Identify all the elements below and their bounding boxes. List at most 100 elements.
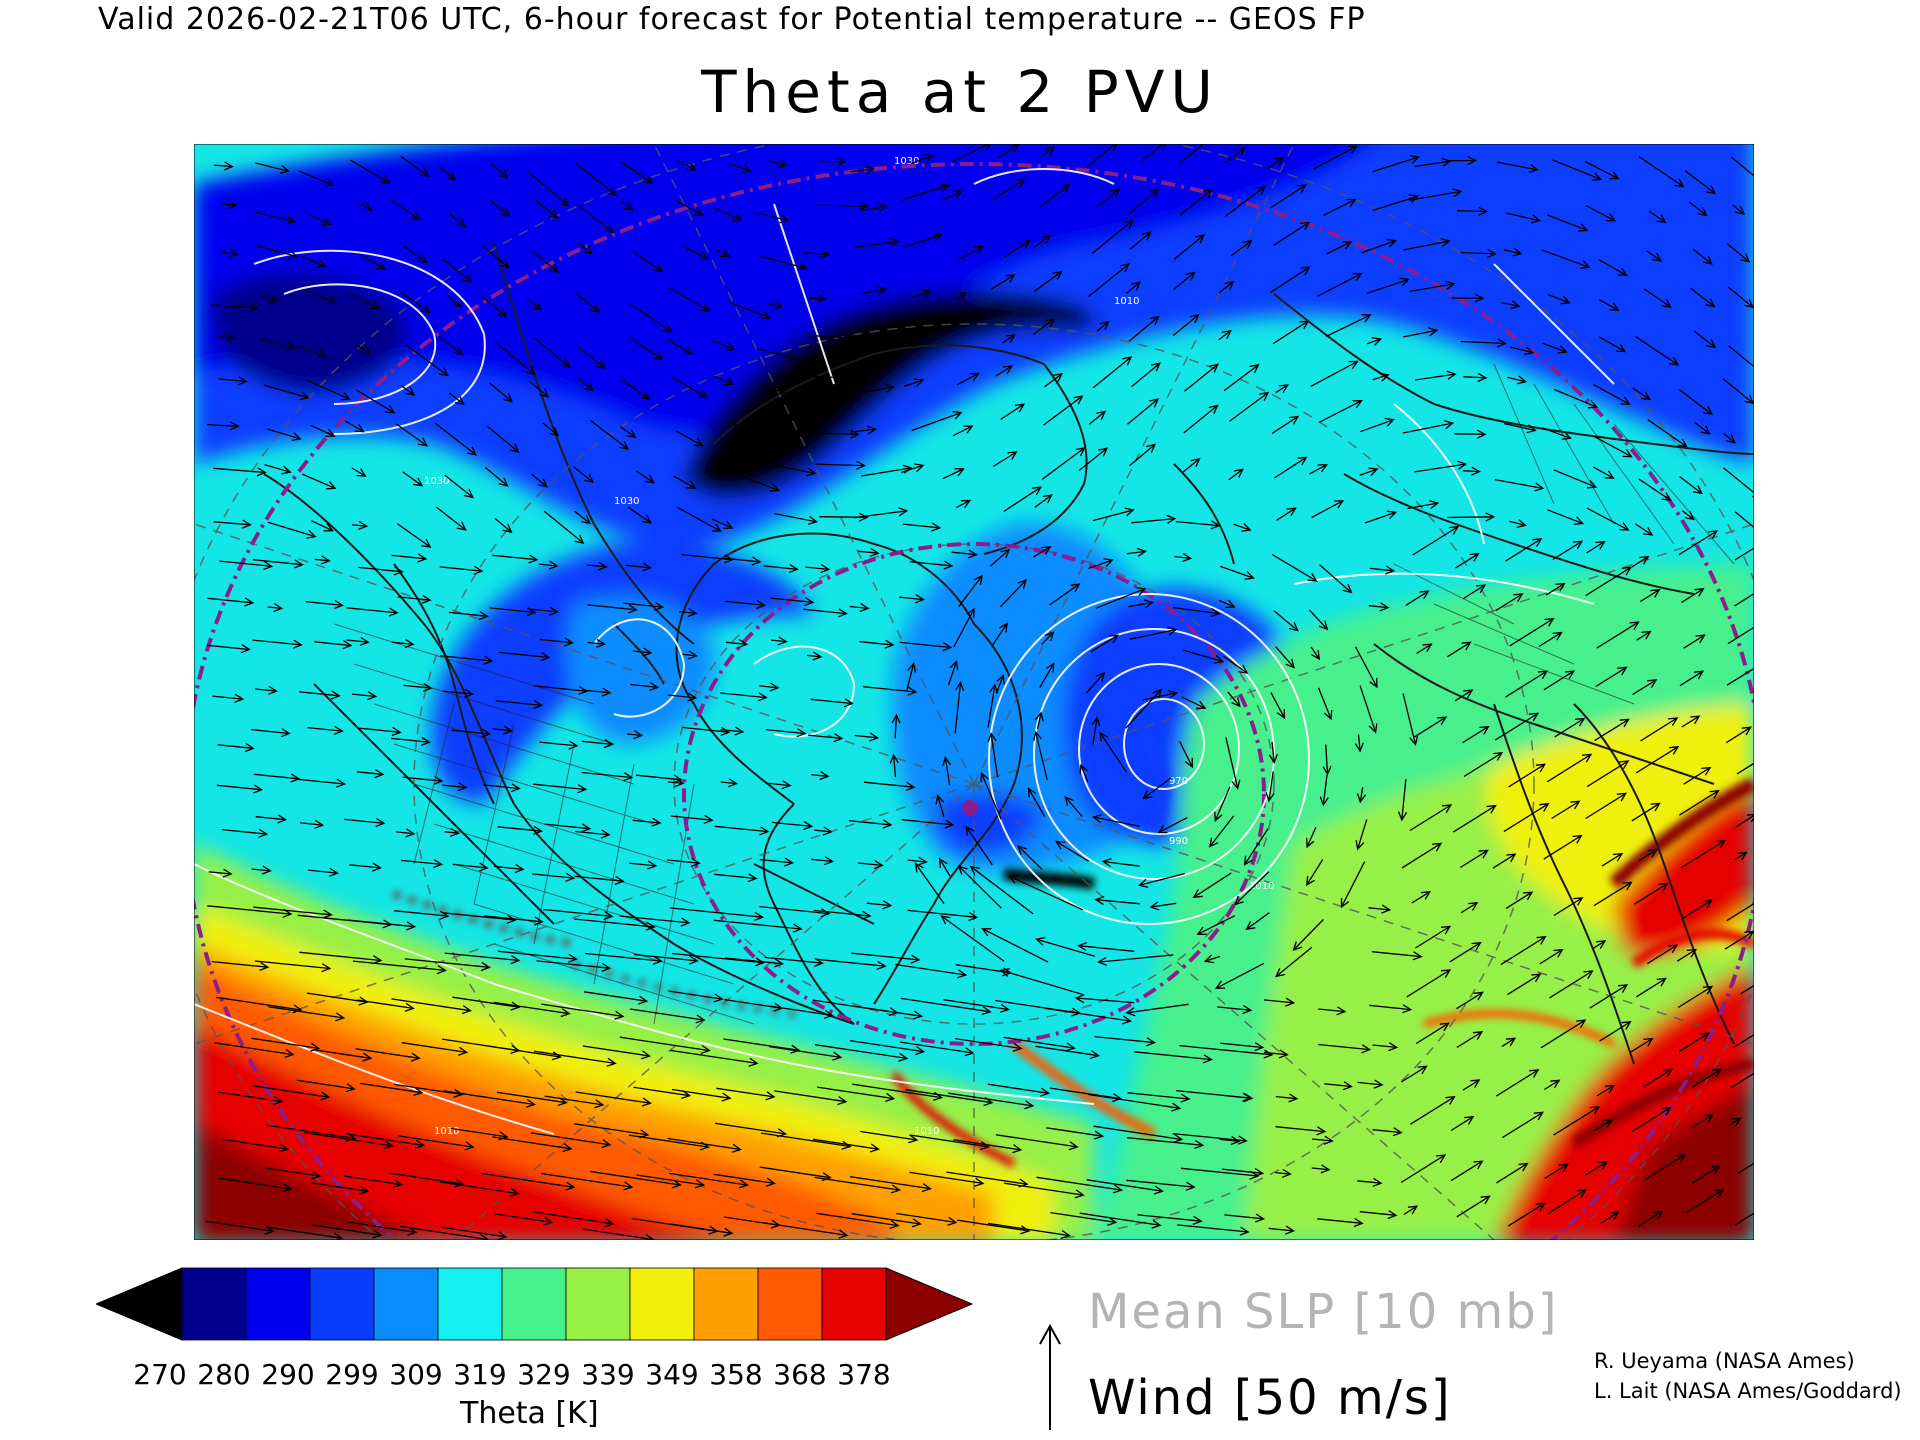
wind-vectors <box>205 144 1754 1240</box>
wind-arrow <box>901 463 925 474</box>
wind-arrow <box>351 467 367 477</box>
wind-arrow <box>1203 954 1221 964</box>
wind-arrow <box>301 473 337 490</box>
wind-arrow <box>666 338 694 355</box>
wind-arrow <box>1125 688 1163 729</box>
wind-arrow <box>622 161 654 185</box>
wind-arrow <box>1091 219 1134 255</box>
colorbar-tick: 309 <box>389 1358 443 1391</box>
wind-arrow <box>816 157 847 167</box>
wind-arrow <box>857 547 880 558</box>
wind-arrow <box>1638 156 1685 188</box>
wind-arrow <box>671 1088 732 1102</box>
wind-arrow <box>1179 188 1214 216</box>
wind-arrow <box>1688 201 1708 217</box>
wind-arrow <box>1219 1136 1241 1146</box>
wind-arrow <box>1397 778 1408 822</box>
wind-arrow <box>574 875 625 886</box>
wind-arrow <box>1224 1213 1266 1223</box>
wind-arrow <box>1094 188 1121 210</box>
slp-contours <box>194 168 1615 1135</box>
wind-arrow <box>851 952 921 964</box>
wind-arrow <box>1317 687 1333 721</box>
wind-arrow <box>860 1130 919 1144</box>
wind-arrow <box>439 655 494 665</box>
wind-arrow <box>1463 584 1487 600</box>
wind-arrow <box>266 1226 344 1240</box>
wind-arrow <box>635 774 683 784</box>
wind-arrow <box>1584 160 1620 180</box>
wind-arrow <box>1229 391 1270 422</box>
wind-arrow <box>981 928 1049 963</box>
wind-arrow <box>1129 443 1157 467</box>
wind-arrow <box>816 958 887 971</box>
wind-arrow <box>208 868 233 878</box>
wind-arrow <box>667 778 685 788</box>
wind-arrow <box>1372 154 1420 173</box>
wind-arrow <box>896 1212 958 1226</box>
wind-arrow <box>816 1212 900 1230</box>
wind-arrow <box>253 211 296 225</box>
wind-arrow <box>1648 210 1667 224</box>
colorbar-tick: 368 <box>773 1358 827 1391</box>
wind-arrow <box>1507 973 1542 996</box>
colorbar-tick: 319 <box>453 1358 507 1391</box>
wind-arrow <box>1639 588 1661 603</box>
wind-arrow <box>346 1133 426 1149</box>
wind-arrow <box>914 862 945 904</box>
wind-arrow <box>1233 523 1252 532</box>
wind-arrow <box>1266 156 1285 169</box>
wind-arrow <box>720 726 745 736</box>
wind-arrow <box>1181 696 1207 709</box>
wind-arrow <box>720 778 739 788</box>
wind-arrow <box>1357 1177 1383 1187</box>
wind-arrow <box>1322 744 1332 776</box>
wind-arrow <box>1372 1042 1399 1052</box>
wind-arrow <box>444 952 521 965</box>
wind-arrow <box>489 199 511 217</box>
wind-arrow <box>1224 185 1266 217</box>
wind-arrow <box>297 344 328 359</box>
wind-arrow <box>1324 1081 1353 1091</box>
colorbar-box <box>757 1267 823 1341</box>
wind-arrow <box>403 682 433 692</box>
wind-arrow <box>1317 1217 1364 1228</box>
wind-arrow <box>358 253 387 271</box>
wind-arrow <box>1456 1031 1484 1049</box>
wind-arrow <box>257 245 299 260</box>
wind-arrow <box>806 651 823 661</box>
wind-arrow <box>1002 334 1016 344</box>
wind-arrow <box>221 200 238 210</box>
wind-arrow <box>1722 432 1737 444</box>
wind-arrow <box>1416 643 1433 655</box>
wind-arrow <box>1055 840 1089 862</box>
wind-arrow <box>311 1182 370 1195</box>
wind-arrow <box>1630 1037 1654 1053</box>
wind-arrow <box>1585 205 1617 222</box>
wind-arrow <box>390 198 421 221</box>
wind-arrow <box>1268 1225 1296 1235</box>
wind-arrow <box>1172 1132 1248 1145</box>
wind-arrow <box>529 380 550 398</box>
wind-arrow <box>1275 946 1313 978</box>
colorbar-box <box>565 1267 631 1341</box>
wind-arrow <box>1451 293 1485 303</box>
wind-arrow <box>1091 814 1140 827</box>
wind-arrow <box>1050 1211 1118 1226</box>
wind-arrow <box>1356 786 1367 804</box>
wind-arrow <box>343 1175 404 1189</box>
wind-arrow <box>526 297 543 311</box>
wind-arrow <box>352 691 378 701</box>
wind-arrow <box>1220 1042 1265 1052</box>
wind-arrow <box>1593 1118 1614 1132</box>
colorbar-tick: 290 <box>261 1358 315 1391</box>
wind-arrow <box>1218 599 1236 609</box>
wind-arrow <box>757 211 790 224</box>
wind-arrow <box>1275 1126 1327 1136</box>
wind-arrow <box>1077 941 1135 952</box>
wind-arrow <box>1310 360 1359 388</box>
wind-arrow <box>1245 912 1270 931</box>
wind-arrow <box>1129 231 1152 250</box>
wind-arrow <box>305 289 338 305</box>
wind-arrow <box>905 662 917 692</box>
